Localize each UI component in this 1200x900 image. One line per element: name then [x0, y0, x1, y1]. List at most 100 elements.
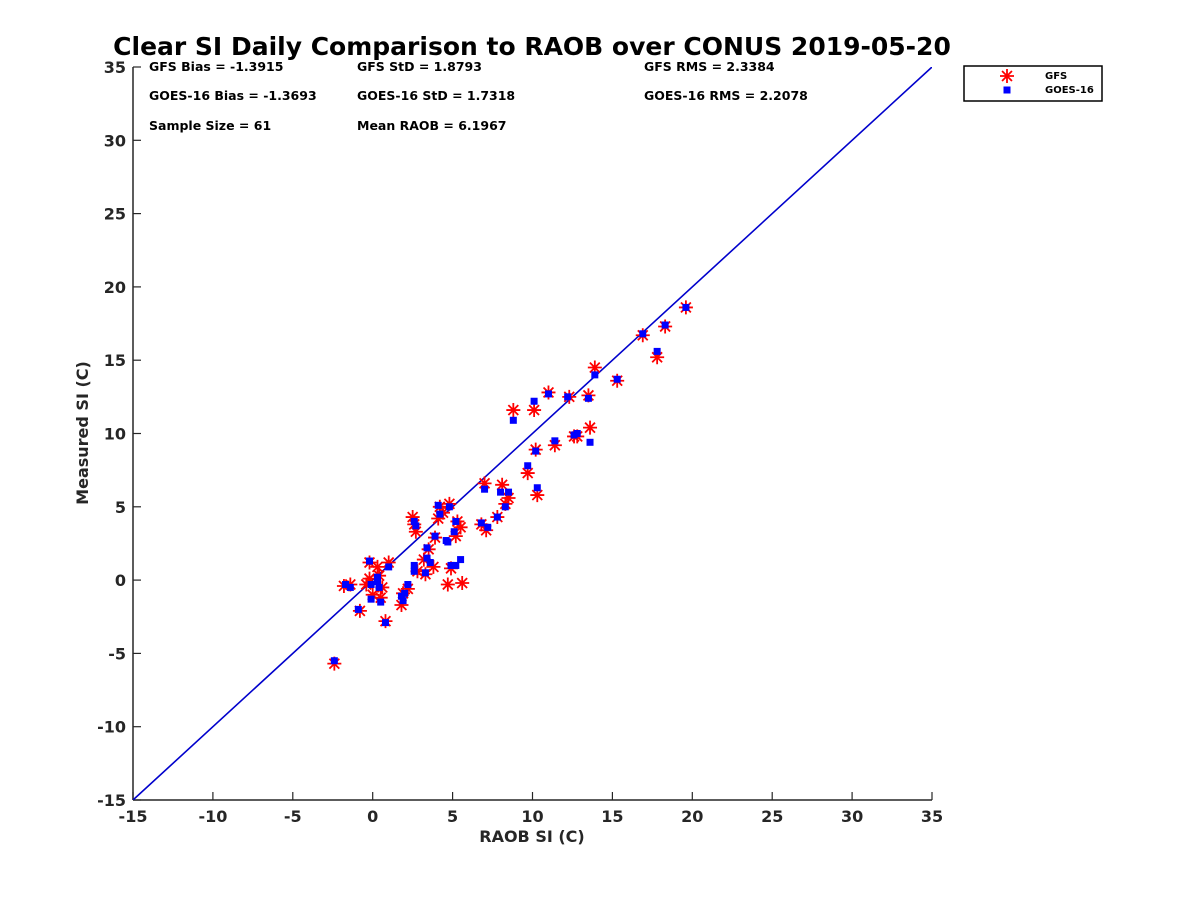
x-tick-label: -5: [284, 807, 302, 826]
asterisk-marker-shape: [431, 511, 446, 526]
x-tick-label: 35: [921, 807, 943, 826]
goes-16-point: [586, 438, 594, 446]
goes-16-point: [381, 619, 389, 627]
goes-16-point: [591, 371, 599, 379]
x-tick-label: -10: [198, 807, 227, 826]
goes-16-point: [397, 592, 405, 600]
goes-16-point: [426, 559, 434, 567]
goes-16-point: [524, 462, 532, 470]
asterisk-marker-shape: [506, 403, 521, 418]
y-tick-label: -10: [97, 718, 126, 737]
gfs-point: [440, 577, 455, 592]
y-axis-label: Measured SI (C): [73, 361, 92, 505]
gfs-series: [327, 300, 693, 671]
x-tick-label: 20: [681, 807, 703, 826]
stat-gfs-rms: GFS RMS = 2.3384: [644, 59, 775, 74]
gfs-point: [650, 350, 665, 365]
gfs-point: [547, 438, 562, 453]
y-tick-label: 35: [104, 58, 126, 77]
asterisk-marker-shape: [453, 520, 468, 535]
goes-16-point: [412, 522, 420, 530]
goes-16-point: [410, 561, 418, 569]
goes-16-point: [613, 375, 621, 383]
goes-16-point: [639, 330, 647, 338]
gfs-point: [408, 524, 423, 539]
axes: -15 -10 -5 0 5 10 15 20 25 30 35 -15 -10 -5 0 5 10 15 20 25…: [97, 58, 943, 826]
gfs-point: [587, 360, 602, 375]
gfs-point: [583, 420, 598, 435]
goes-16-point: [533, 484, 541, 492]
x-tick-label: 5: [447, 807, 458, 826]
reference-line-group: [133, 67, 932, 800]
goes-16-point: [423, 554, 431, 562]
goes-16-point: [497, 488, 505, 496]
stat-gfs-bias: GFS Bias = -1.3915: [149, 59, 283, 74]
x-tick-label: 25: [761, 807, 783, 826]
goes-16-point: [366, 557, 374, 565]
legend-goes-16-label: GOES-16: [1045, 85, 1094, 96]
gfs-point: [359, 577, 374, 592]
goes-16-point: [410, 517, 418, 525]
goes-16-point: [404, 580, 412, 588]
goes-16-point: [367, 580, 375, 588]
y-tick-label: -5: [108, 644, 126, 663]
goes-16-point: [450, 528, 458, 536]
goes-16-point: [477, 519, 485, 527]
asterisk-marker-shape: [448, 529, 463, 544]
legend-goes-16-marker: [1003, 86, 1011, 94]
y-tick-label: 25: [104, 205, 126, 224]
goes-16-point: [367, 595, 375, 603]
goes-16-point: [434, 501, 442, 509]
gfs-point: [431, 511, 446, 526]
gfs-point: [381, 555, 396, 570]
asterisk-marker-shape: [530, 488, 545, 503]
gfs-point: [448, 529, 463, 544]
gfs-point: [495, 477, 510, 492]
goes-16-point: [373, 578, 381, 586]
goes-16-point: [493, 513, 501, 521]
asterisk-marker-shape: [373, 590, 388, 605]
y-tick-label: 0: [115, 571, 126, 590]
y-tick-label: 15: [104, 351, 126, 370]
asterisk-marker-shape: [587, 360, 602, 375]
goes-16-point: [375, 583, 383, 591]
asterisk-marker-shape: [455, 576, 470, 591]
goes-16-point: [544, 390, 552, 398]
stat-mean-raob: Mean RAOB = 6.1967: [357, 118, 506, 133]
gfs-point: [453, 520, 468, 535]
x-axis-label: RAOB SI (C): [479, 827, 584, 846]
goes-16-point: [457, 556, 465, 564]
x-tick-label: -15: [119, 807, 148, 826]
goes-16-point: [421, 569, 429, 577]
goes-16-point: [481, 485, 489, 493]
gfs-point: [426, 559, 441, 574]
gfs-point: [370, 559, 385, 574]
goes-16-point: [452, 517, 460, 525]
asterisk-marker-shape: [365, 587, 380, 602]
gfs-point: [506, 403, 521, 418]
goes-16-point: [564, 393, 572, 401]
stat-goes-std: GOES-16 StD = 1.7318: [357, 88, 515, 103]
gfs-point: [455, 576, 470, 591]
gfs-point: [530, 488, 545, 503]
asterisk-marker-shape: [381, 555, 396, 570]
gfs-point: [373, 590, 388, 605]
gfs-point: [394, 598, 409, 613]
stat-goes-bias: GOES-16 Bias = -1.3693: [149, 88, 317, 103]
goes-16-point: [431, 532, 439, 540]
x-tick-label: 10: [521, 807, 543, 826]
goes-16-point: [377, 598, 385, 606]
asterisk-marker-shape: [405, 510, 420, 525]
goes-16-point: [342, 580, 350, 588]
gfs-point: [365, 587, 380, 602]
goes-16-point: [399, 597, 407, 605]
asterisk-marker-shape: [650, 350, 665, 365]
y-tick-label: 20: [104, 278, 126, 297]
chart-title: Clear SI Daily Comparison to RAOB over C…: [113, 32, 951, 61]
asterisk-marker-shape: [547, 438, 562, 453]
goes-16-point: [373, 573, 381, 581]
goes-16-point: [501, 503, 509, 511]
asterisk-marker-shape: [359, 577, 374, 592]
y-tick-label: 10: [104, 425, 126, 444]
